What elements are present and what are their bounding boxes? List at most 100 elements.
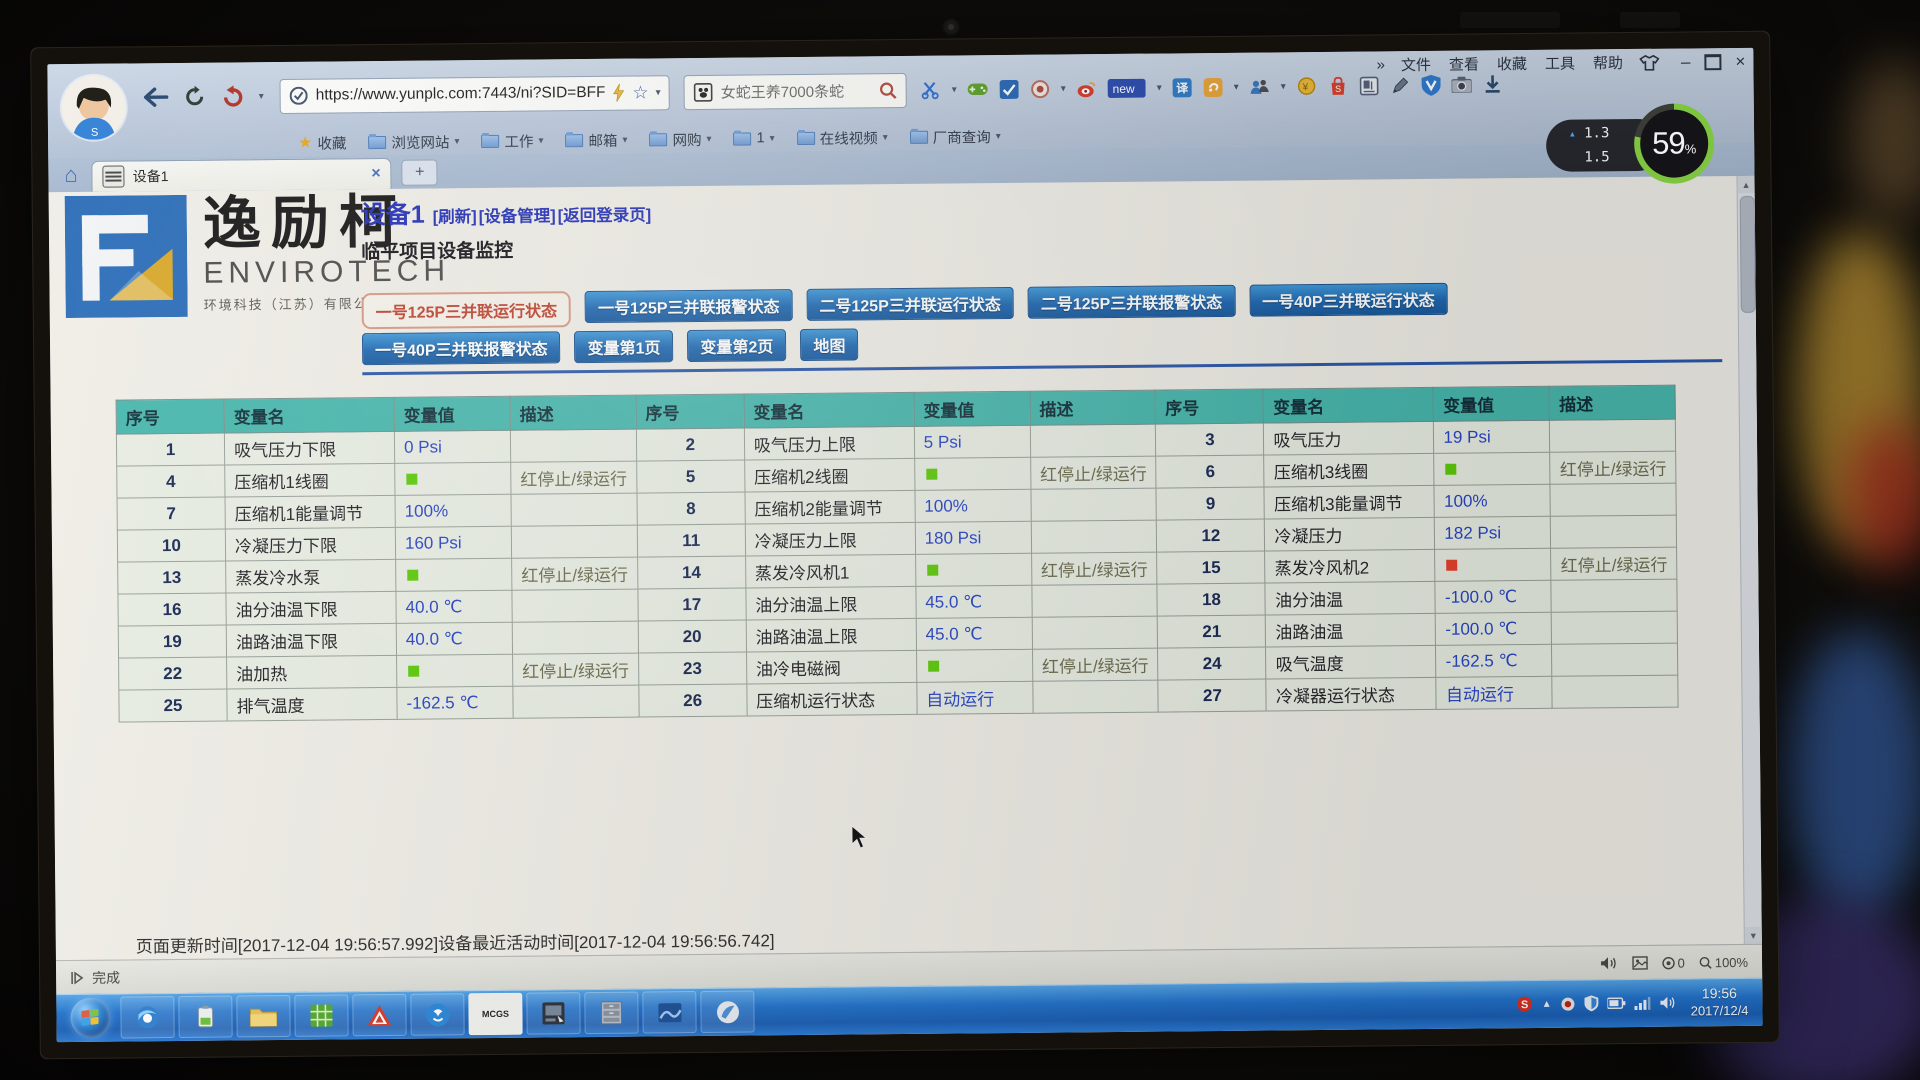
restore-button[interactable]: [1704, 53, 1722, 70]
undo-button[interactable]: [221, 85, 245, 107]
record-circle-icon[interactable]: [1030, 79, 1050, 99]
start-button[interactable]: [70, 997, 111, 1039]
bookmark-item[interactable]: ★ 收藏: [298, 132, 347, 153]
status-tab-button[interactable]: 变量第2页: [687, 329, 787, 363]
status-tab-button[interactable]: 一号125P三并联报警状态: [584, 289, 793, 324]
contacts-dropdown-caret[interactable]: ▾: [1280, 80, 1286, 92]
search-engine-icon[interactable]: [693, 82, 713, 102]
weibo-icon[interactable]: [1077, 78, 1097, 98]
network-speed-overlay[interactable]: ▴ 1.3 1.5 59 %: [1545, 103, 1715, 187]
taskbar-snipping-icon[interactable]: [700, 990, 755, 1033]
scrollbar-thumb[interactable]: [1739, 195, 1756, 313]
tray-volume-icon[interactable]: [1660, 996, 1676, 1010]
speaker-icon[interactable]: [1599, 956, 1617, 970]
taskbar-media-icon[interactable]: [642, 991, 697, 1034]
favorite-star-icon[interactable]: ☆: [632, 81, 649, 103]
refresh-button[interactable]: [183, 85, 207, 107]
scissors-icon[interactable]: [921, 80, 941, 100]
menu-item-查看[interactable]: 查看: [1448, 56, 1480, 74]
bookmark-item[interactable]: 邮箱 ▾: [565, 129, 628, 151]
scroll-down-arrow[interactable]: ▼: [1744, 926, 1762, 944]
menu-item-帮助[interactable]: 帮助: [1592, 55, 1624, 73]
status-tab-button[interactable]: 变量第1页: [574, 330, 674, 364]
tab-device1[interactable]: 设备1 ×: [91, 157, 392, 192]
close-button[interactable]: ×: [1735, 51, 1746, 71]
menu-item-收藏[interactable]: 收藏: [1496, 56, 1528, 74]
taskbar-battery-app-icon[interactable]: [178, 995, 233, 1038]
menu-item-工具[interactable]: 工具: [1544, 55, 1576, 73]
vertical-scrollbar[interactable]: ▲ ▼: [1736, 175, 1762, 944]
bookmark-dropdown-caret[interactable]: ▾: [706, 133, 712, 145]
urlbar-dropdown-caret[interactable]: ▾: [655, 86, 661, 98]
blocked-count-icon[interactable]: [1661, 956, 1675, 969]
sound-dropdown-caret[interactable]: ▾: [1233, 81, 1239, 93]
bookmark-dropdown-caret[interactable]: ▾: [882, 131, 888, 143]
skin-shirt-icon[interactable]: [1638, 52, 1660, 72]
bookmark-item[interactable]: 厂商查询 ▾: [909, 126, 1001, 148]
tray-battery-icon[interactable]: [1607, 997, 1626, 1009]
taskbar-mcgs-dark-icon[interactable]: [526, 992, 581, 1035]
bookmark-item[interactable]: 1 ▾: [733, 130, 775, 146]
tray-sogou-icon[interactable]: S: [1517, 996, 1533, 1012]
coin-icon[interactable]: ¥: [1297, 76, 1317, 96]
status-tab-button[interactable]: 二号125P三并联报警状态: [1027, 284, 1236, 319]
header-link[interactable]: [返回登录页]: [557, 206, 652, 226]
gamepad-icon[interactable]: [967, 79, 988, 99]
bookmark-item[interactable]: 网购 ▾: [649, 128, 712, 150]
bookmark-dropdown-caret[interactable]: ▾: [995, 130, 1001, 142]
status-tab-button[interactable]: 一号40P三并联运行状态: [1249, 282, 1448, 317]
taskbar-clock[interactable]: 19:56 2017/12/4: [1690, 985, 1749, 1019]
search-box[interactable]: 女蛇王养7000条蛇: [683, 72, 907, 110]
bookmark-dropdown-caret[interactable]: ▾: [769, 132, 775, 144]
search-input[interactable]: 女蛇王养7000条蛇: [720, 83, 845, 102]
taskbar-folder-icon[interactable]: [236, 994, 291, 1038]
new-badge[interactable]: new: [1107, 78, 1146, 98]
translate-icon[interactable]: 译: [1172, 77, 1192, 97]
taskbar-mcgs-icon[interactable]: MCGS: [468, 992, 523, 1036]
bookmark-item[interactable]: 在线视频 ▾: [796, 127, 888, 149]
status-tab-button[interactable]: 一号125P三并联运行状态: [361, 291, 572, 330]
download-icon[interactable]: [1483, 74, 1503, 94]
menu-overflow-chevron[interactable]: »: [1376, 56, 1386, 74]
taskbar-messenger-icon[interactable]: [410, 993, 465, 1036]
screenshot-icon[interactable]: [1631, 956, 1648, 970]
minimize-button[interactable]: –: [1680, 51, 1691, 72]
status-tab-button[interactable]: 一号40P三并联报警状态: [361, 331, 561, 366]
zoom-icon[interactable]: [1699, 956, 1712, 969]
status-tab-button[interactable]: 二号125P三并联运行状态: [806, 286, 1014, 321]
url-text[interactable]: https://www.yunplc.com:7443/ni?SID=BFF: [315, 83, 605, 104]
menu-item-文件[interactable]: 文件: [1400, 56, 1432, 75]
address-bar[interactable]: https://www.yunplc.com:7443/ni?SID=BFF ☆…: [279, 74, 670, 114]
tray-expand-icon[interactable]: ▲: [1541, 998, 1552, 1010]
taskbar-green-grid-icon[interactable]: [294, 994, 349, 1037]
taskbar-browser-icon[interactable]: [120, 996, 175, 1039]
pen-icon[interactable]: [1390, 75, 1410, 95]
taskbar-cabinet-icon[interactable]: [584, 991, 639, 1035]
zoom-level[interactable]: 100%: [1714, 954, 1749, 970]
header-link[interactable]: [设备管理]: [478, 207, 556, 227]
shield-v-icon[interactable]: [1421, 74, 1441, 96]
undo-dropdown-caret[interactable]: ▾: [258, 90, 264, 102]
bookmark-item[interactable]: 浏览网站 ▾: [368, 131, 460, 153]
camera-icon[interactable]: [1451, 75, 1472, 95]
checkmark-app-icon[interactable]: [999, 79, 1019, 99]
tray-shield-icon[interactable]: [1584, 995, 1599, 1012]
bookmark-dropdown-caret[interactable]: ▾: [538, 134, 544, 146]
card-reader-icon[interactable]: [1359, 75, 1379, 95]
bookmark-dropdown-caret[interactable]: ▾: [622, 134, 628, 146]
tray-security-icon[interactable]: [1561, 996, 1576, 1011]
new-tab-button[interactable]: +: [401, 159, 438, 186]
status-tab-button[interactable]: 地图: [800, 328, 859, 361]
bookmark-dropdown-caret[interactable]: ▾: [454, 135, 460, 147]
new-dropdown-caret[interactable]: ▾: [1156, 82, 1162, 94]
home-icon[interactable]: ⌂: [64, 161, 78, 188]
bookmark-item[interactable]: 工作 ▾: [481, 130, 544, 152]
sound-app-icon[interactable]: [1203, 77, 1223, 97]
tray-signal-icon[interactable]: [1634, 996, 1651, 1010]
user-avatar[interactable]: S: [61, 75, 127, 141]
scroll-up-arrow[interactable]: ▲: [1737, 175, 1755, 193]
scissors-dropdown-caret[interactable]: ▾: [951, 83, 957, 96]
lightning-icon[interactable]: [611, 83, 625, 103]
header-link[interactable]: [刷新]: [432, 208, 477, 227]
record-dropdown-caret[interactable]: ▾: [1060, 82, 1066, 94]
